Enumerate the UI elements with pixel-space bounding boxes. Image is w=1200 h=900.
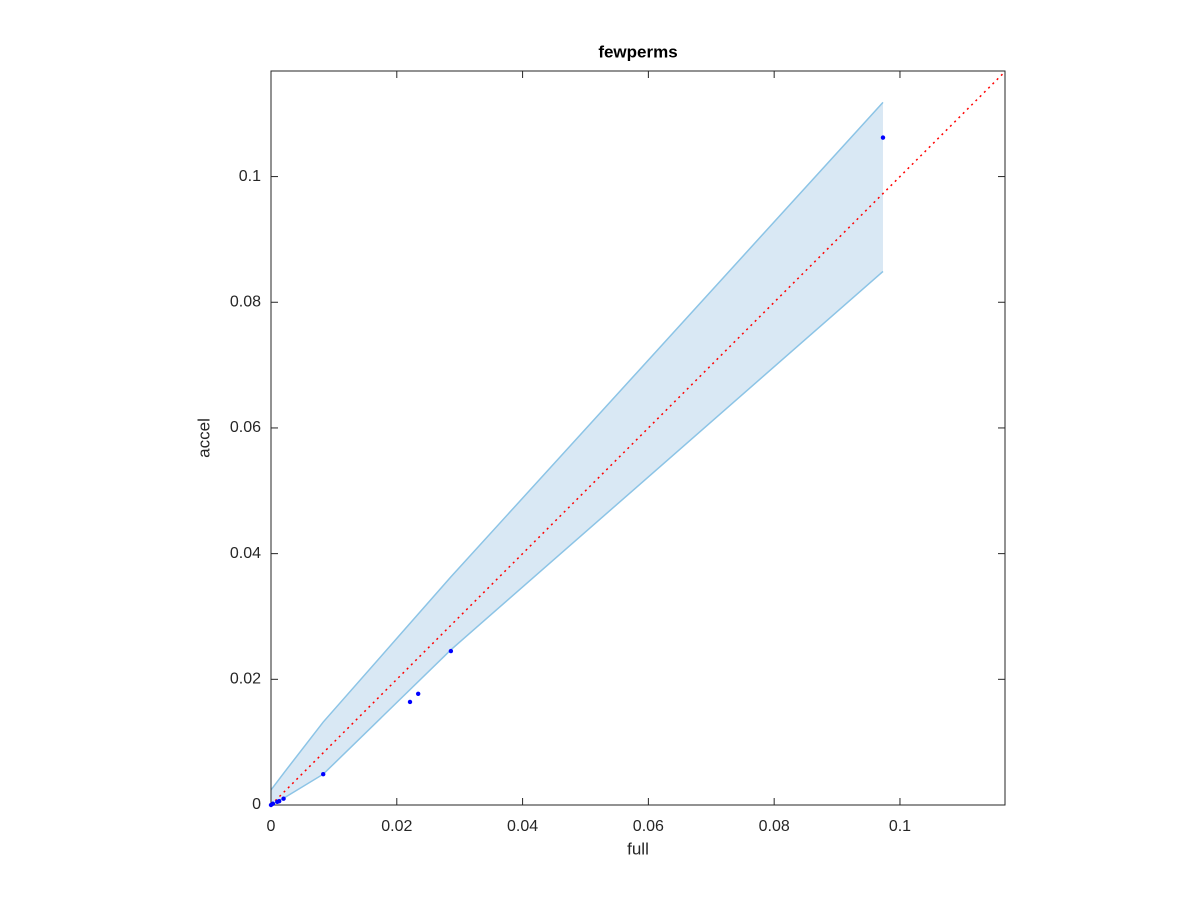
y-tick-label: 0 xyxy=(252,796,261,813)
y-tick-label: 0.04 xyxy=(230,545,261,562)
axes-box xyxy=(270,70,1006,806)
x-tick-label: 0.06 xyxy=(633,818,664,835)
point xyxy=(270,801,276,806)
y-tick-label: 0.08 xyxy=(230,293,261,310)
y-axis-label: accel xyxy=(194,418,213,458)
band-upper xyxy=(270,101,884,791)
point xyxy=(321,772,326,777)
point xyxy=(880,135,886,140)
y-tick-label: 0.1 xyxy=(239,168,261,185)
y-tick-label: 0.06 xyxy=(230,419,261,436)
point xyxy=(407,699,413,705)
point xyxy=(415,691,421,696)
x-tick-label: 0 xyxy=(267,818,276,835)
point xyxy=(281,796,286,801)
x-tick-label: 0.08 xyxy=(759,818,790,835)
x-axis-label: full xyxy=(627,839,649,858)
point xyxy=(276,799,282,804)
identity-line xyxy=(270,71,1006,806)
x-tick-label: 0.02 xyxy=(381,818,412,835)
point xyxy=(448,648,454,654)
y-tick-label: 0.02 xyxy=(230,671,261,688)
x-tick-label: 0.1 xyxy=(889,818,911,835)
confidence-band xyxy=(271,102,883,805)
chart-title: fewperms xyxy=(598,42,677,61)
x-tick-label: 0.04 xyxy=(507,818,538,835)
